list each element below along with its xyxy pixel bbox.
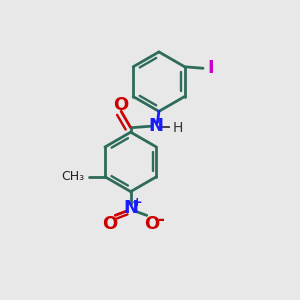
Text: N: N	[123, 199, 138, 217]
Text: O: O	[113, 96, 128, 114]
Text: CH₃: CH₃	[61, 170, 84, 183]
Text: +: +	[132, 196, 142, 208]
Text: O: O	[102, 215, 118, 233]
Text: -: -	[157, 211, 164, 229]
Text: O: O	[144, 215, 159, 233]
Text: N: N	[148, 117, 164, 135]
Text: H: H	[172, 121, 183, 135]
Text: I: I	[207, 59, 214, 77]
